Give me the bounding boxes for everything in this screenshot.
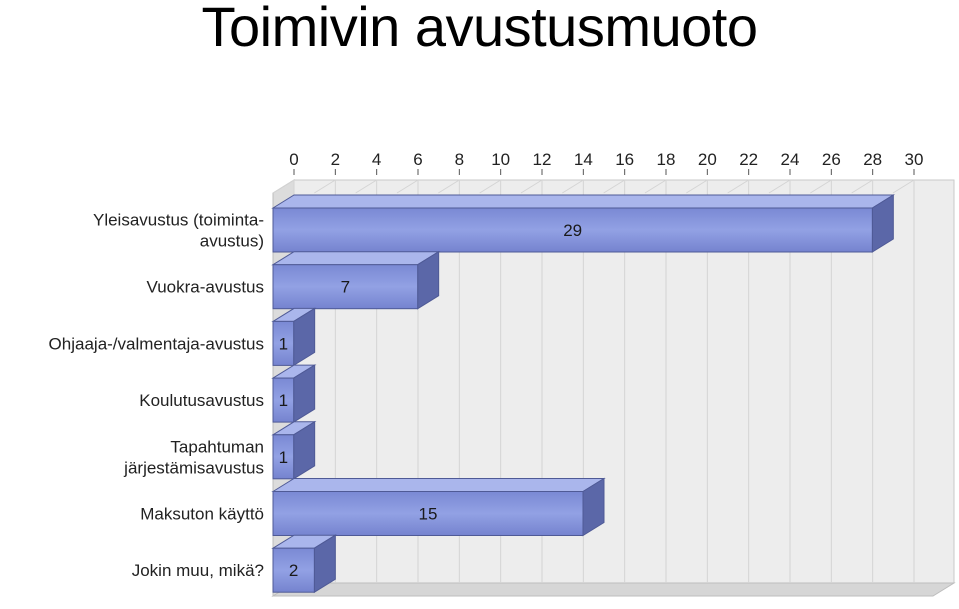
data-label: 15 <box>419 505 438 524</box>
category-label-line: avustus) <box>200 232 264 251</box>
data-label: 1 <box>279 391 288 410</box>
gridline-diagonal <box>768 179 791 194</box>
tick-label: 10 <box>491 150 510 169</box>
bar-front <box>272 434 295 480</box>
category-label: Maksuton käyttö <box>140 505 264 524</box>
category-label-line: Jokin muu, mikä? <box>132 561 264 580</box>
tick-label: 26 <box>822 150 841 169</box>
gridline-diagonal <box>396 179 419 194</box>
bar-top <box>271 194 896 209</box>
tick-label: 24 <box>781 150 800 169</box>
data-label: 1 <box>279 448 288 467</box>
gridline-diagonal <box>810 179 832 194</box>
category-label: Jokin muu, mikä? <box>132 561 264 580</box>
tick-label: 12 <box>533 150 552 169</box>
tick-label: 14 <box>574 150 593 169</box>
tick-label: 20 <box>698 150 717 169</box>
category-label-line: Tapahtuman <box>170 437 264 456</box>
bar-front <box>272 377 295 423</box>
tick-label: 0 <box>289 150 298 169</box>
gridline-diagonal <box>272 179 295 194</box>
category-label-line: Koulutusavustus <box>139 391 264 410</box>
tick-label: 6 <box>413 150 422 169</box>
category-label-line: Vuokra-avustus <box>147 278 264 297</box>
bar: 1 <box>271 307 317 367</box>
category-label: Yleisavustus (toiminta-avustus) <box>93 211 264 251</box>
gridline-diagonal <box>603 179 625 194</box>
bar-top <box>271 251 441 266</box>
category-labels: Yleisavustus (toiminta-avustus) Vuokra-av… <box>49 211 264 581</box>
tick-label: 22 <box>739 150 758 169</box>
gridline-diagonal <box>438 179 460 194</box>
gridline-diagonal <box>355 179 377 194</box>
bar-front <box>272 207 873 253</box>
floor <box>271 582 956 597</box>
gridline-diagonal <box>892 179 915 194</box>
tick-label: 4 <box>372 150 381 169</box>
category-label: Tapahtuman järjestämisavustus <box>123 437 264 477</box>
data-label: 29 <box>563 221 582 240</box>
tick-label: 8 <box>455 150 464 169</box>
data-label: 7 <box>341 278 350 297</box>
bar-front <box>272 264 419 310</box>
bars: 29 7 1 1 1 15 2 <box>271 194 896 594</box>
tick-label: 18 <box>657 150 676 169</box>
gridline-diagonal <box>520 179 543 194</box>
gridline-diagonal <box>562 179 584 194</box>
bar: 1 <box>271 364 317 423</box>
x-axis-ticks: 0 2 4 6 8 10 12 14 16 18 20 22 24 26 28 30 <box>289 150 923 175</box>
category-label: Vuokra-avustus <box>147 278 264 297</box>
category-label-line: Yleisavustus (toiminta- <box>93 211 264 230</box>
tick-label: 2 <box>331 150 340 169</box>
bar-front <box>272 547 315 593</box>
bar: 29 <box>271 194 896 253</box>
tick-label: 16 <box>615 150 634 169</box>
category-label-line: järjestämisavustus <box>123 458 264 477</box>
page-title: Toimivin avustusmuoto <box>201 0 758 58</box>
category-label-line: Ohjaaja-/valmentaja-avustus <box>49 334 264 353</box>
data-label: 1 <box>279 334 288 353</box>
bar-top <box>271 478 606 492</box>
data-label: 2 <box>289 561 298 580</box>
gridline-diagonal <box>851 179 873 194</box>
category-label: Koulutusavustus <box>139 391 264 410</box>
tick-label: 28 <box>863 150 882 169</box>
gridline-diagonal <box>727 179 749 194</box>
gridline-diagonal <box>686 179 708 194</box>
bar: 15 <box>271 477 606 537</box>
category-label-line: Maksuton käyttö <box>140 505 264 524</box>
bar: 2 <box>271 534 338 594</box>
gridline-diagonal <box>644 179 667 194</box>
bar: 7 <box>271 250 441 310</box>
bar: 1 <box>271 420 317 480</box>
gridline-diagonal <box>479 179 501 194</box>
tick-label: 30 <box>905 150 924 169</box>
bar-front <box>272 491 584 536</box>
bar-front <box>272 320 295 366</box>
category-label: Ohjaaja-/valmentaja-avustus <box>49 334 264 353</box>
gridline-diagonal <box>314 179 336 194</box>
